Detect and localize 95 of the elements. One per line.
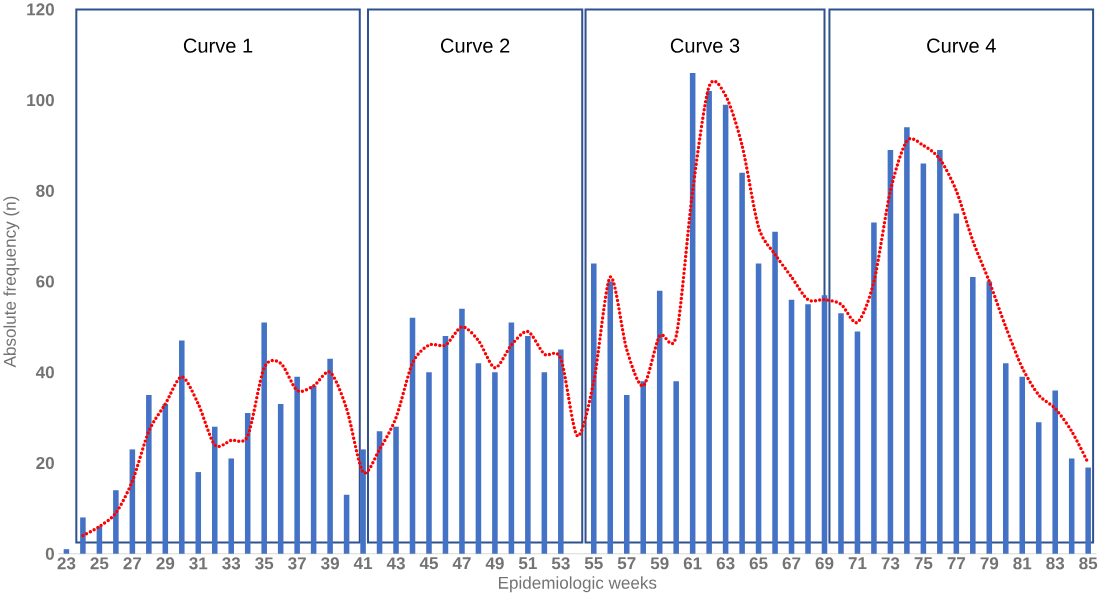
bar [343, 494, 350, 554]
x-tick-label: 31 [189, 557, 208, 570]
y-axis-title: Absolute frequency (n) [3, 196, 20, 368]
bar [854, 331, 861, 554]
bar [937, 150, 943, 554]
x-tick-label: 79 [980, 557, 999, 570]
y-tick-label: 120 [27, 3, 54, 16]
x-axis-title: Epidemiologic weeks [498, 576, 657, 593]
x-tick-label: 39 [321, 557, 339, 570]
bar [920, 163, 927, 554]
y-tick-label: 0 [45, 547, 54, 560]
x-tick-label: 29 [156, 557, 175, 570]
y-tick-label: 80 [36, 185, 54, 198]
bar [1068, 458, 1075, 554]
bar [558, 349, 564, 554]
x-tick-label: 67 [782, 557, 801, 570]
bar [211, 426, 218, 554]
bar [1019, 377, 1026, 554]
bar [195, 472, 202, 554]
band-label: Curve 4 [927, 38, 996, 53]
x-tick-label: 77 [947, 557, 966, 570]
bar [393, 426, 399, 554]
y-tick-label: 20 [36, 457, 54, 470]
x-tick-label: 33 [222, 557, 241, 570]
x-tick-label: 63 [716, 557, 735, 570]
x-tick-label: 57 [617, 557, 636, 570]
bar [310, 386, 317, 554]
bar [970, 277, 976, 554]
bar [1052, 390, 1058, 554]
bar [805, 304, 811, 554]
y-tick-label: 100 [27, 94, 54, 107]
x-tick-label: 81 [1013, 557, 1032, 570]
bar [475, 363, 482, 554]
bar [607, 281, 614, 554]
bar [706, 91, 712, 554]
bar [953, 213, 960, 554]
bar [113, 490, 119, 554]
band-label: Curve 2 [440, 38, 510, 53]
x-tick-label: 75 [914, 557, 933, 570]
bar [80, 517, 86, 554]
x-tick-label: 71 [848, 557, 867, 570]
bar [722, 104, 729, 554]
y-tick-label: 40 [35, 366, 54, 379]
bar [591, 263, 597, 554]
bar [904, 127, 910, 554]
bar [772, 231, 778, 554]
bar [871, 222, 877, 554]
bar [623, 395, 630, 554]
bar [838, 313, 844, 554]
bar [541, 372, 548, 554]
bar [821, 295, 828, 554]
x-tick-label: 61 [683, 557, 702, 570]
x-tick-label: 73 [881, 557, 900, 570]
x-tick-label: 59 [650, 557, 669, 570]
band-label: Curve 1 [183, 38, 253, 53]
bar [228, 458, 235, 554]
x-tick-label: 55 [584, 557, 603, 570]
bar [146, 395, 152, 554]
bar [1035, 422, 1042, 554]
x-tick-label: 51 [518, 557, 537, 570]
y-tick-label: 60 [36, 275, 54, 288]
x-tick-label: 35 [255, 557, 274, 570]
bar [426, 372, 432, 554]
x-tick-label: 49 [485, 557, 504, 570]
x-tick-label: 27 [123, 557, 142, 570]
x-tick-label: 85 [1079, 557, 1098, 570]
x-tick-label: 43 [386, 557, 405, 570]
bar [755, 263, 762, 554]
bar [673, 381, 679, 554]
bar [1003, 363, 1009, 554]
band-label: Curve 3 [670, 38, 740, 53]
x-tick-label: 83 [1046, 557, 1065, 570]
x-tick-label: 41 [353, 557, 373, 570]
bar [327, 358, 333, 554]
bar [277, 404, 284, 554]
x-tick-label: 25 [90, 557, 109, 570]
bar [739, 172, 745, 554]
bar [459, 309, 465, 554]
bar [492, 372, 498, 554]
bar [1085, 467, 1091, 554]
x-tick-label: 69 [815, 557, 834, 570]
bar [640, 381, 646, 554]
x-tick-label: 65 [749, 557, 768, 570]
bar [261, 322, 267, 554]
x-tick-label: 37 [288, 557, 306, 570]
bar [525, 336, 531, 554]
bar [294, 377, 300, 554]
bar [63, 549, 70, 554]
bar [179, 340, 185, 554]
x-tick-label: 23 [57, 557, 76, 570]
x-tick-label: 47 [452, 557, 471, 570]
x-tick-label: 45 [419, 557, 439, 570]
bar [360, 449, 366, 554]
x-tick-label: 53 [551, 557, 570, 570]
bar [788, 299, 795, 554]
